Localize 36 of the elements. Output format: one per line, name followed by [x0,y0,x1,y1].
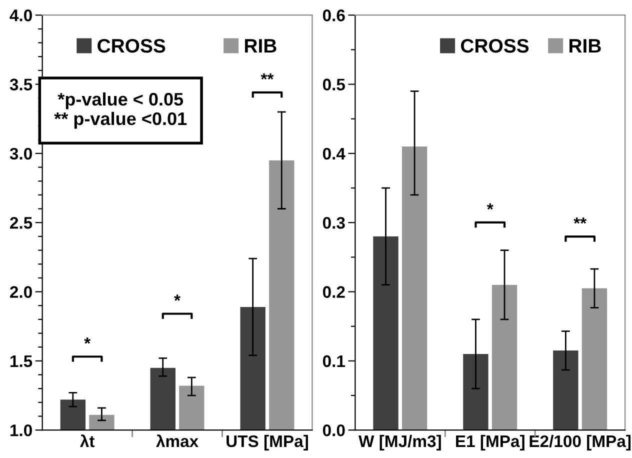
x-tick-label: W [MJ/m3] [358,434,441,450]
y-tick-label: 1.0 [10,424,32,436]
annotation: * [84,338,91,344]
legend-label: RIB [245,39,276,53]
x-tick-label: E2/100 [MPa] [530,434,631,450]
bar [373,236,398,430]
legend-label: CROSS [460,38,529,53]
y-tick-label: 0.1 [322,355,345,368]
y-tick-label: 0.2 [322,286,345,298]
y-tick-label: 0.3 [322,216,345,229]
bar [582,288,608,430]
bar [402,146,428,430]
y-tick-label: 3.5 [10,78,32,90]
annotation: * [174,294,180,301]
x-tick-label: E1 [MPa] [456,434,524,450]
y-tick-label: 0.0 [322,424,345,436]
y-tick-label: 0.6 [322,10,345,22]
bar [463,354,488,430]
bar [492,284,518,430]
annotation: *p-value < 0.05 ** p-value <0.01 [54,92,187,129]
annotation: * [486,203,494,210]
y-tick-label: 2.5 [10,216,32,229]
legend-label: RIB [570,39,601,53]
annotation: ** [260,73,274,80]
y-tick-label: 2.0 [10,286,32,298]
annotation: ** [574,217,587,224]
y-tick-label: 0.4 [322,148,346,160]
y-tick-label: 1.5 [10,355,32,368]
x-tick-label: λmax [156,434,198,448]
legend-label: CROSS [98,38,166,53]
x-tick-label: λt [80,434,95,448]
bar [553,350,578,430]
y-tick-label: 3.0 [10,148,32,160]
y-tick-label: 0.5 [322,78,345,90]
x-tick-label: UTS [MPa] [226,434,308,450]
y-tick-label: 4.0 [10,10,32,22]
